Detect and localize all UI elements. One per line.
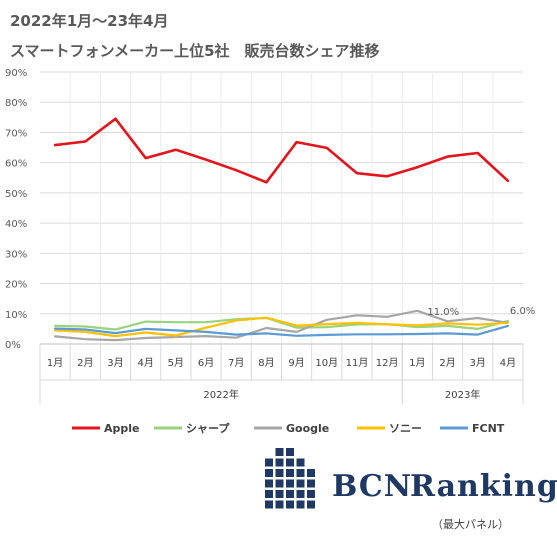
logo-mark <box>286 479 294 488</box>
y-tick-label: 40% <box>5 219 27 230</box>
y-tick-label: 30% <box>5 249 27 260</box>
x-tick-label: 1月 <box>409 357 425 369</box>
logo-mark <box>275 469 284 477</box>
y-tick-label: 70% <box>5 128 27 139</box>
x-tick-label: 7月 <box>228 357 244 369</box>
logo-mark <box>286 500 294 509</box>
logo-mark <box>265 469 273 477</box>
y-tick-label: 60% <box>5 159 27 170</box>
logo-mark <box>265 500 273 509</box>
logo-mark <box>265 490 273 498</box>
series-line-Google <box>53 309 509 342</box>
x-group-label: 2023年 <box>445 388 480 401</box>
logo-mark <box>307 469 315 477</box>
logo-mark <box>275 448 284 456</box>
x-tick-label: 10月 <box>315 357 338 369</box>
data-label: 11.0% <box>427 307 459 318</box>
logo-mark <box>286 469 294 477</box>
logo-mark <box>265 458 273 467</box>
chart-title-line2: スマートフォンメーカー上位5社 販売台数シェア推移 <box>10 42 380 60</box>
legend-entry: FCNT <box>472 422 505 435</box>
y-tick-label: 90% <box>5 68 27 79</box>
logo-mark <box>307 500 315 509</box>
logo-mark <box>296 500 305 509</box>
logo-mark <box>275 500 284 509</box>
x-tick-label: 2月 <box>439 357 455 369</box>
logo-mark <box>286 490 294 498</box>
y-tick-label: 50% <box>5 189 27 200</box>
logo-mark <box>286 448 294 456</box>
series-line-Apple <box>53 117 510 184</box>
x-tick-label: 8月 <box>258 357 274 369</box>
x-tick-label: 4月 <box>137 357 153 369</box>
logo-mark <box>275 490 284 498</box>
x-group-label: 2022年 <box>203 388 238 401</box>
legend-entry: Apple <box>104 422 140 435</box>
logo-mark <box>286 458 294 467</box>
logo-mark <box>307 479 315 488</box>
logo-mark <box>296 479 305 488</box>
x-tick-label: 4月 <box>500 357 516 369</box>
legend-entry: シャープ <box>186 421 230 435</box>
y-tick-label: 0% <box>5 340 21 351</box>
x-tick-label: 12月 <box>376 357 399 369</box>
logo-mark <box>307 490 315 498</box>
x-tick-label: 3月 <box>107 357 123 369</box>
chart-title-line1: 2022年1月～23年4月 <box>10 12 169 30</box>
series-line-FCNT <box>53 324 509 337</box>
logo-mark <box>296 469 305 477</box>
legend-entry: Google <box>286 422 329 435</box>
logo-mark <box>275 479 284 488</box>
logo-brand: BCN <box>332 469 412 504</box>
x-tick-label: 11月 <box>346 357 369 369</box>
data-label: 6.0% <box>510 306 535 317</box>
legend-entry: ソニー <box>389 422 422 435</box>
series-line-シャープ <box>53 316 509 331</box>
x-tick-label: 6月 <box>198 357 214 369</box>
x-tick-label: 5月 <box>168 357 184 369</box>
footnote: （最大パネル） <box>432 517 509 531</box>
x-tick-label: 9月 <box>288 357 304 369</box>
x-tick-label: 2月 <box>77 357 93 369</box>
logo-mark <box>296 490 305 498</box>
y-tick-label: 20% <box>5 280 27 291</box>
logo-mark <box>296 458 305 467</box>
x-tick-label: 3月 <box>470 357 486 369</box>
series-line-ソニー <box>53 316 509 338</box>
x-tick-label: 1月 <box>47 357 63 369</box>
y-tick-label: 10% <box>5 310 27 321</box>
logo-word: Ranking <box>410 469 557 504</box>
y-tick-label: 80% <box>5 98 27 109</box>
logo-mark <box>265 479 273 488</box>
logo-mark <box>275 458 284 467</box>
